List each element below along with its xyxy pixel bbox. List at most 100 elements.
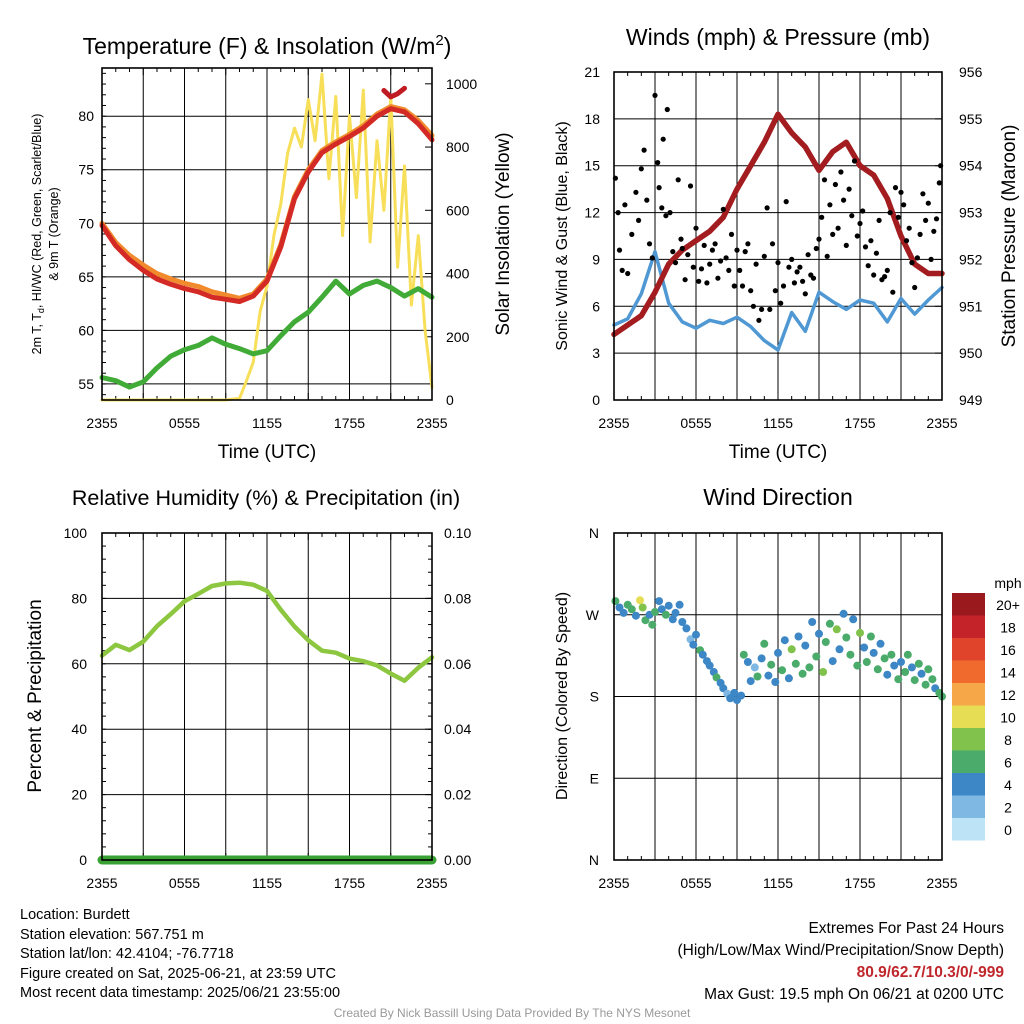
direction-point bbox=[764, 671, 773, 680]
gust-point bbox=[616, 247, 623, 253]
legend-label: 10 bbox=[1000, 710, 1016, 726]
direction-point bbox=[771, 678, 780, 686]
gust-point bbox=[830, 231, 836, 237]
gust-point bbox=[816, 236, 822, 242]
y-right-tick-label: 0.10 bbox=[444, 525, 471, 541]
direction-point bbox=[778, 666, 787, 675]
gust-point bbox=[849, 213, 855, 219]
x-axis-label: Time (UTC) bbox=[729, 442, 828, 463]
gust-point bbox=[644, 197, 650, 203]
direction-point bbox=[821, 638, 830, 646]
gust-point bbox=[698, 266, 705, 272]
direction-point bbox=[798, 669, 807, 678]
legend-label: 2 bbox=[1004, 800, 1012, 816]
direction-point bbox=[921, 680, 930, 689]
gust-point bbox=[712, 241, 718, 247]
gust-point bbox=[715, 275, 721, 281]
pressure-line bbox=[611, 111, 945, 338]
gust-point bbox=[903, 238, 910, 244]
x-tick-label: 0555 bbox=[169, 875, 200, 891]
gust-point bbox=[728, 231, 735, 237]
y-tick-label: 3 bbox=[592, 345, 600, 361]
gust-point bbox=[887, 210, 893, 216]
x-tick-label: 1155 bbox=[763, 415, 793, 431]
gust-point bbox=[925, 200, 931, 206]
y-axis-label: Percent & Precipitation bbox=[25, 599, 46, 792]
gust-point bbox=[615, 210, 621, 216]
gust-point bbox=[854, 233, 860, 239]
legend-label: 12 bbox=[1000, 687, 1016, 703]
direction-point bbox=[730, 688, 739, 697]
x-tick-label: 2355 bbox=[86, 875, 117, 891]
gust-point bbox=[898, 189, 904, 195]
direction-point bbox=[901, 668, 910, 676]
gust-point bbox=[664, 106, 670, 113]
wind-direction-chart: Wind Direction 2355 0555 1155 1755 2355 N E S W N D… bbox=[554, 484, 1022, 891]
y-right-tick-label: 953 bbox=[959, 205, 983, 221]
gust-point bbox=[769, 241, 776, 247]
gust-point bbox=[862, 244, 869, 250]
direction-point bbox=[869, 648, 878, 657]
gust-point bbox=[638, 166, 644, 172]
direction-point bbox=[924, 665, 933, 674]
direction-point bbox=[631, 611, 640, 620]
gust-point bbox=[678, 236, 684, 242]
direction-point bbox=[853, 661, 862, 670]
x-tick-label: 2355 bbox=[926, 875, 957, 891]
gust-point bbox=[882, 274, 888, 280]
gust-point bbox=[761, 253, 767, 259]
direction-point bbox=[657, 605, 666, 614]
direction-point bbox=[907, 663, 916, 672]
gust-point bbox=[731, 283, 737, 289]
chart-title: Temperature (F) & Insolation (W/m2) bbox=[83, 32, 452, 59]
gust-point bbox=[649, 255, 655, 261]
y-axis-label: Direction (Colored By Speed) bbox=[554, 592, 571, 800]
gust-point bbox=[633, 189, 639, 195]
gust-point bbox=[884, 267, 890, 273]
gust-point bbox=[622, 202, 628, 208]
direction-point bbox=[664, 601, 673, 610]
direction-point bbox=[737, 691, 746, 700]
direction-point bbox=[910, 676, 919, 685]
y-right-tick-label: 0.00 bbox=[444, 852, 471, 868]
plot-border bbox=[101, 67, 433, 401]
direction-point bbox=[815, 629, 823, 638]
x-tick-label: 1755 bbox=[334, 875, 365, 891]
y-right-tick-label: 951 bbox=[959, 298, 983, 314]
gust-point bbox=[742, 249, 748, 255]
direction-point bbox=[866, 632, 875, 641]
gust-point bbox=[636, 217, 642, 223]
gust-point bbox=[909, 260, 915, 266]
gust-point bbox=[860, 208, 866, 214]
x-tick-label: 2355 bbox=[926, 415, 957, 431]
direction-point bbox=[917, 669, 926, 678]
direction-point bbox=[914, 659, 923, 668]
gust-point bbox=[759, 306, 765, 312]
gust-point bbox=[701, 242, 707, 248]
gust-point bbox=[901, 202, 907, 208]
y-tick-label: E bbox=[590, 770, 599, 786]
y-tick-label: 6 bbox=[592, 298, 600, 314]
y-tick-label: 0 bbox=[592, 392, 600, 408]
direction-point bbox=[894, 675, 903, 684]
legend-swatch bbox=[952, 593, 985, 616]
gust-point bbox=[800, 278, 806, 284]
gust-point bbox=[656, 185, 662, 191]
y-right-tick-label: 400 bbox=[446, 266, 470, 282]
legend-label: 8 bbox=[1004, 732, 1012, 748]
gust-point bbox=[846, 186, 852, 192]
gust-point bbox=[813, 245, 819, 252]
y-right-tick-label: 0 bbox=[446, 392, 454, 408]
legend-swatch bbox=[952, 705, 985, 728]
gust-point bbox=[794, 269, 800, 275]
y-right-tick-label: 600 bbox=[446, 202, 470, 218]
x-tick-label: 1755 bbox=[334, 415, 365, 431]
direction-point bbox=[682, 624, 691, 633]
y-right-tick-label: 0.02 bbox=[444, 787, 471, 803]
x-tick-label: 2355 bbox=[416, 415, 447, 431]
station-latlon: Station lat/lon: 42.4104; -76.7718 bbox=[20, 946, 234, 962]
direction-point bbox=[757, 654, 766, 663]
direction-point bbox=[743, 658, 752, 666]
y-right-tick-label: 0.04 bbox=[444, 721, 471, 737]
